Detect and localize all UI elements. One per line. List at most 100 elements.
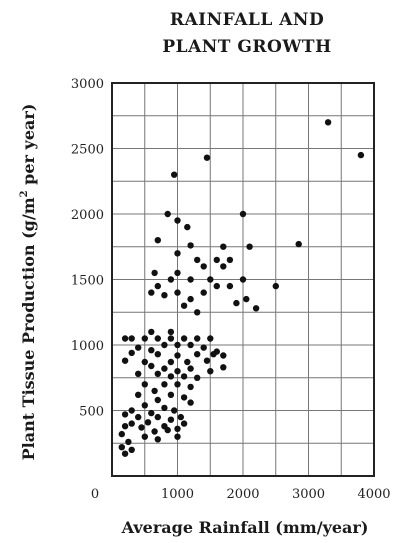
data-point	[167, 328, 175, 336]
data-point	[167, 358, 175, 366]
x-tick-label: 2000	[226, 487, 259, 502]
data-point	[167, 416, 175, 423]
y-axis-label: Plant Tissue Production (g/m2 per year)	[19, 104, 38, 461]
data-point	[213, 282, 220, 290]
data-point	[295, 240, 302, 248]
data-point	[151, 269, 158, 277]
data-point	[128, 349, 135, 357]
data-point	[324, 119, 332, 126]
data-point	[118, 430, 126, 438]
data-point	[154, 436, 161, 443]
data-point	[151, 428, 158, 435]
data-point	[135, 344, 142, 351]
data-point	[200, 344, 207, 351]
data-point	[148, 328, 155, 336]
data-point	[148, 289, 155, 296]
data-point	[167, 335, 175, 342]
data-point	[174, 352, 181, 359]
data-point	[135, 370, 142, 377]
data-point	[187, 341, 194, 349]
y-axis-label-superscript: 2	[19, 190, 30, 197]
data-point	[144, 419, 152, 426]
x-tick-label: 3000	[292, 487, 325, 502]
data-point	[207, 368, 214, 375]
data-point	[167, 373, 175, 380]
data-point	[161, 404, 168, 412]
data-point	[187, 383, 194, 391]
data-point	[272, 282, 279, 290]
data-point	[174, 289, 181, 296]
data-point	[174, 250, 181, 257]
data-point	[203, 357, 211, 364]
data-point	[184, 223, 191, 231]
data-point	[220, 352, 227, 359]
data-point	[161, 341, 168, 349]
data-point	[141, 433, 148, 440]
data-point	[161, 381, 168, 388]
data-point	[177, 413, 184, 421]
x-tick-label: 1000	[161, 487, 194, 502]
data-point	[187, 276, 194, 283]
data-point	[226, 282, 234, 290]
y-tick-labels: 500 1000 1500 2000 2500 3000	[71, 77, 104, 420]
data-point	[164, 426, 171, 434]
data-point	[194, 256, 201, 264]
data-point	[243, 295, 250, 303]
data-point	[154, 413, 161, 421]
data-point	[141, 381, 148, 388]
data-point	[138, 424, 145, 431]
data-point	[148, 409, 155, 417]
data-point	[161, 365, 168, 372]
data-point	[154, 335, 161, 342]
data-point	[180, 394, 188, 401]
plot-frame	[111, 82, 375, 477]
data-point	[180, 302, 188, 309]
data-point	[121, 335, 129, 342]
data-points	[118, 119, 365, 457]
y-tick-label: 2000	[71, 208, 104, 223]
data-point	[148, 347, 155, 354]
data-point	[200, 263, 207, 270]
data-point	[180, 373, 188, 380]
data-point	[187, 295, 194, 303]
data-point	[154, 370, 161, 377]
data-point	[121, 411, 129, 418]
data-point	[200, 289, 207, 296]
y-tick-label: 500	[79, 405, 104, 420]
data-point	[121, 423, 129, 430]
data-point	[357, 151, 365, 159]
data-point	[233, 299, 240, 307]
chart-title-line-2: PLANT GROWTH	[162, 37, 331, 57]
data-point	[220, 263, 227, 270]
data-point	[220, 364, 227, 371]
y-axis-label-tail: per year)	[19, 104, 38, 191]
data-point	[194, 374, 201, 381]
data-point	[154, 237, 161, 244]
data-point	[151, 387, 158, 395]
data-point	[174, 341, 181, 349]
data-point	[187, 399, 194, 406]
data-point	[246, 243, 253, 250]
data-point	[128, 335, 135, 342]
data-point	[128, 420, 135, 427]
chart-title-line-1: RAINFALL AND	[170, 10, 324, 30]
data-point	[213, 256, 220, 264]
data-point	[174, 433, 181, 440]
data-point	[194, 335, 201, 342]
x-tick-label: 4000	[357, 487, 390, 502]
data-point	[187, 365, 194, 372]
data-point	[220, 243, 227, 250]
data-point	[180, 420, 188, 427]
data-point	[141, 358, 148, 366]
data-point	[187, 242, 194, 249]
data-point	[210, 351, 217, 358]
x-tick-label: 0	[91, 487, 99, 502]
data-point	[203, 154, 211, 161]
data-point	[154, 282, 161, 290]
data-point	[135, 413, 142, 421]
data-point	[194, 309, 201, 316]
data-point	[252, 305, 260, 312]
x-axis-label: Average Rainfall (mm/year)	[121, 518, 369, 537]
data-point	[180, 335, 188, 342]
